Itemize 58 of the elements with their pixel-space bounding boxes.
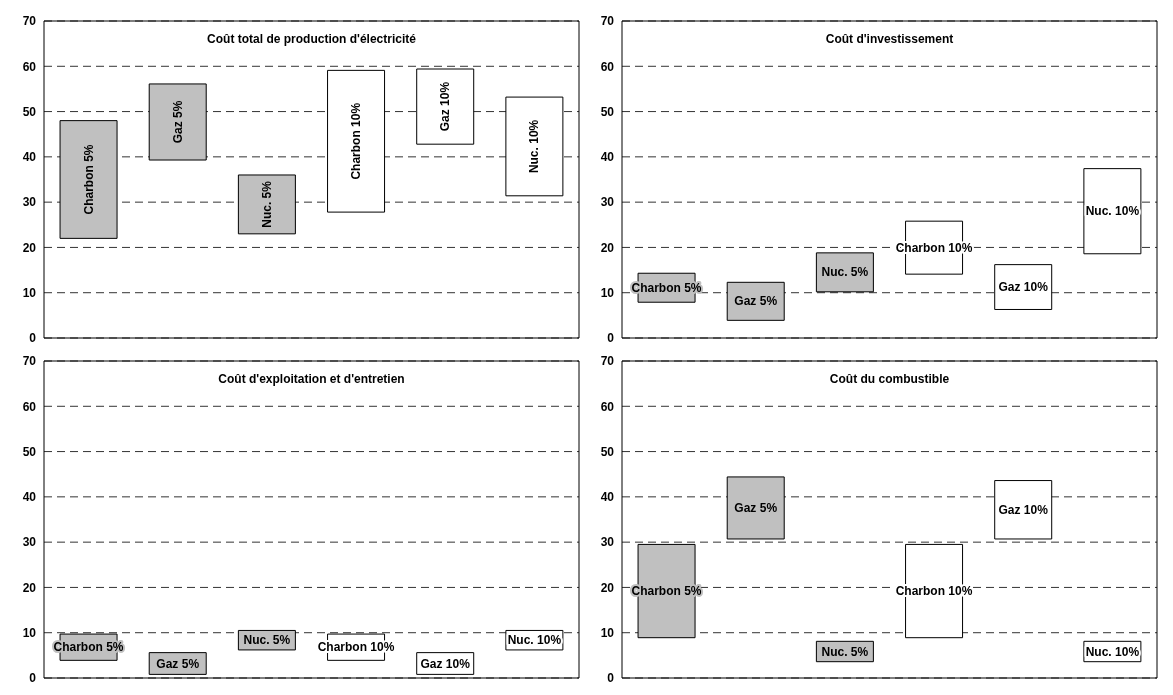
- y-tick-label: 10: [600, 285, 615, 300]
- y-tick-label: 20: [600, 580, 615, 595]
- y-tick-label: 50: [600, 104, 615, 119]
- y-tick-label: 0: [29, 671, 37, 686]
- y-tick-label: 30: [22, 195, 37, 210]
- y-tick-label: 70: [600, 354, 615, 369]
- y-tick-label: 0: [607, 671, 615, 686]
- y-tick-label: 40: [600, 150, 615, 165]
- y-tick-label: 60: [600, 399, 615, 414]
- x-tick-label: Nuc. 10%: [507, 633, 562, 648]
- y-tick-label: 60: [22, 59, 37, 74]
- x-tick-label: Charbon 10%: [349, 102, 364, 180]
- text: Coût total de production d'électricité: [206, 32, 417, 46]
- text: Coût d'exploitation et d'entretien: [217, 372, 406, 386]
- x-tick-label: Gaz 10%: [420, 656, 471, 671]
- x-tick-label: Charbon 5%: [631, 584, 702, 599]
- y-tick-label: 10: [22, 625, 37, 640]
- x-tick-label: Charbon 5%: [81, 144, 96, 215]
- x-tick-label: Gaz 10%: [998, 502, 1049, 517]
- text: Coût du combustible: [828, 372, 951, 386]
- y-tick-label: 0: [607, 331, 615, 346]
- x-tick-label: Nuc. 10%: [1085, 644, 1140, 659]
- x-tick-label: Gaz 5%: [170, 100, 185, 144]
- x-tick-label: Nuc. 5%: [259, 180, 274, 228]
- y-tick-label: 40: [600, 490, 615, 505]
- y-tick-label: 50: [22, 444, 37, 459]
- bar: [505, 96, 564, 197]
- y-tick-label: 20: [22, 240, 37, 255]
- text: Coût d'investissement: [824, 32, 955, 46]
- y-tick-label: 50: [22, 104, 37, 119]
- y-tick-label: 50: [600, 444, 615, 459]
- y-tick-label: 20: [22, 580, 37, 595]
- y-tick-label: 10: [22, 285, 37, 300]
- x-tick-label: Nuc. 10%: [527, 119, 542, 174]
- y-tick-label: 30: [600, 195, 615, 210]
- y-tick-label: 30: [22, 535, 37, 550]
- x-tick-label: Gaz 10%: [998, 280, 1049, 295]
- x-tick-label: Charbon 5%: [53, 640, 124, 655]
- x-tick-label: Gaz 5%: [734, 294, 778, 309]
- y-tick-label: 70: [22, 14, 37, 29]
- y-tick-label: 40: [22, 490, 37, 505]
- y-tick-label: 10: [600, 625, 615, 640]
- y-tick-label: 20: [600, 240, 615, 255]
- y-tick-label: 60: [22, 399, 37, 414]
- x-tick-label: Gaz 10%: [438, 81, 453, 132]
- y-tick-label: 60: [600, 59, 615, 74]
- y-tick-label: 70: [22, 354, 37, 369]
- x-tick-label: Gaz 5%: [156, 656, 200, 671]
- y-tick-label: 30: [600, 535, 615, 550]
- y-tick-label: 40: [22, 150, 37, 165]
- x-tick-label: Charbon 5%: [631, 280, 702, 295]
- y-tick-label: 0: [29, 331, 37, 346]
- x-tick-label: Nuc. 5%: [821, 265, 869, 280]
- x-tick-label: Nuc. 5%: [821, 644, 869, 659]
- x-tick-label: Nuc. 5%: [243, 633, 291, 648]
- x-tick-label: Gaz 5%: [734, 500, 778, 515]
- x-tick-label: Nuc. 10%: [1085, 204, 1140, 219]
- y-tick-label: 70: [600, 14, 615, 29]
